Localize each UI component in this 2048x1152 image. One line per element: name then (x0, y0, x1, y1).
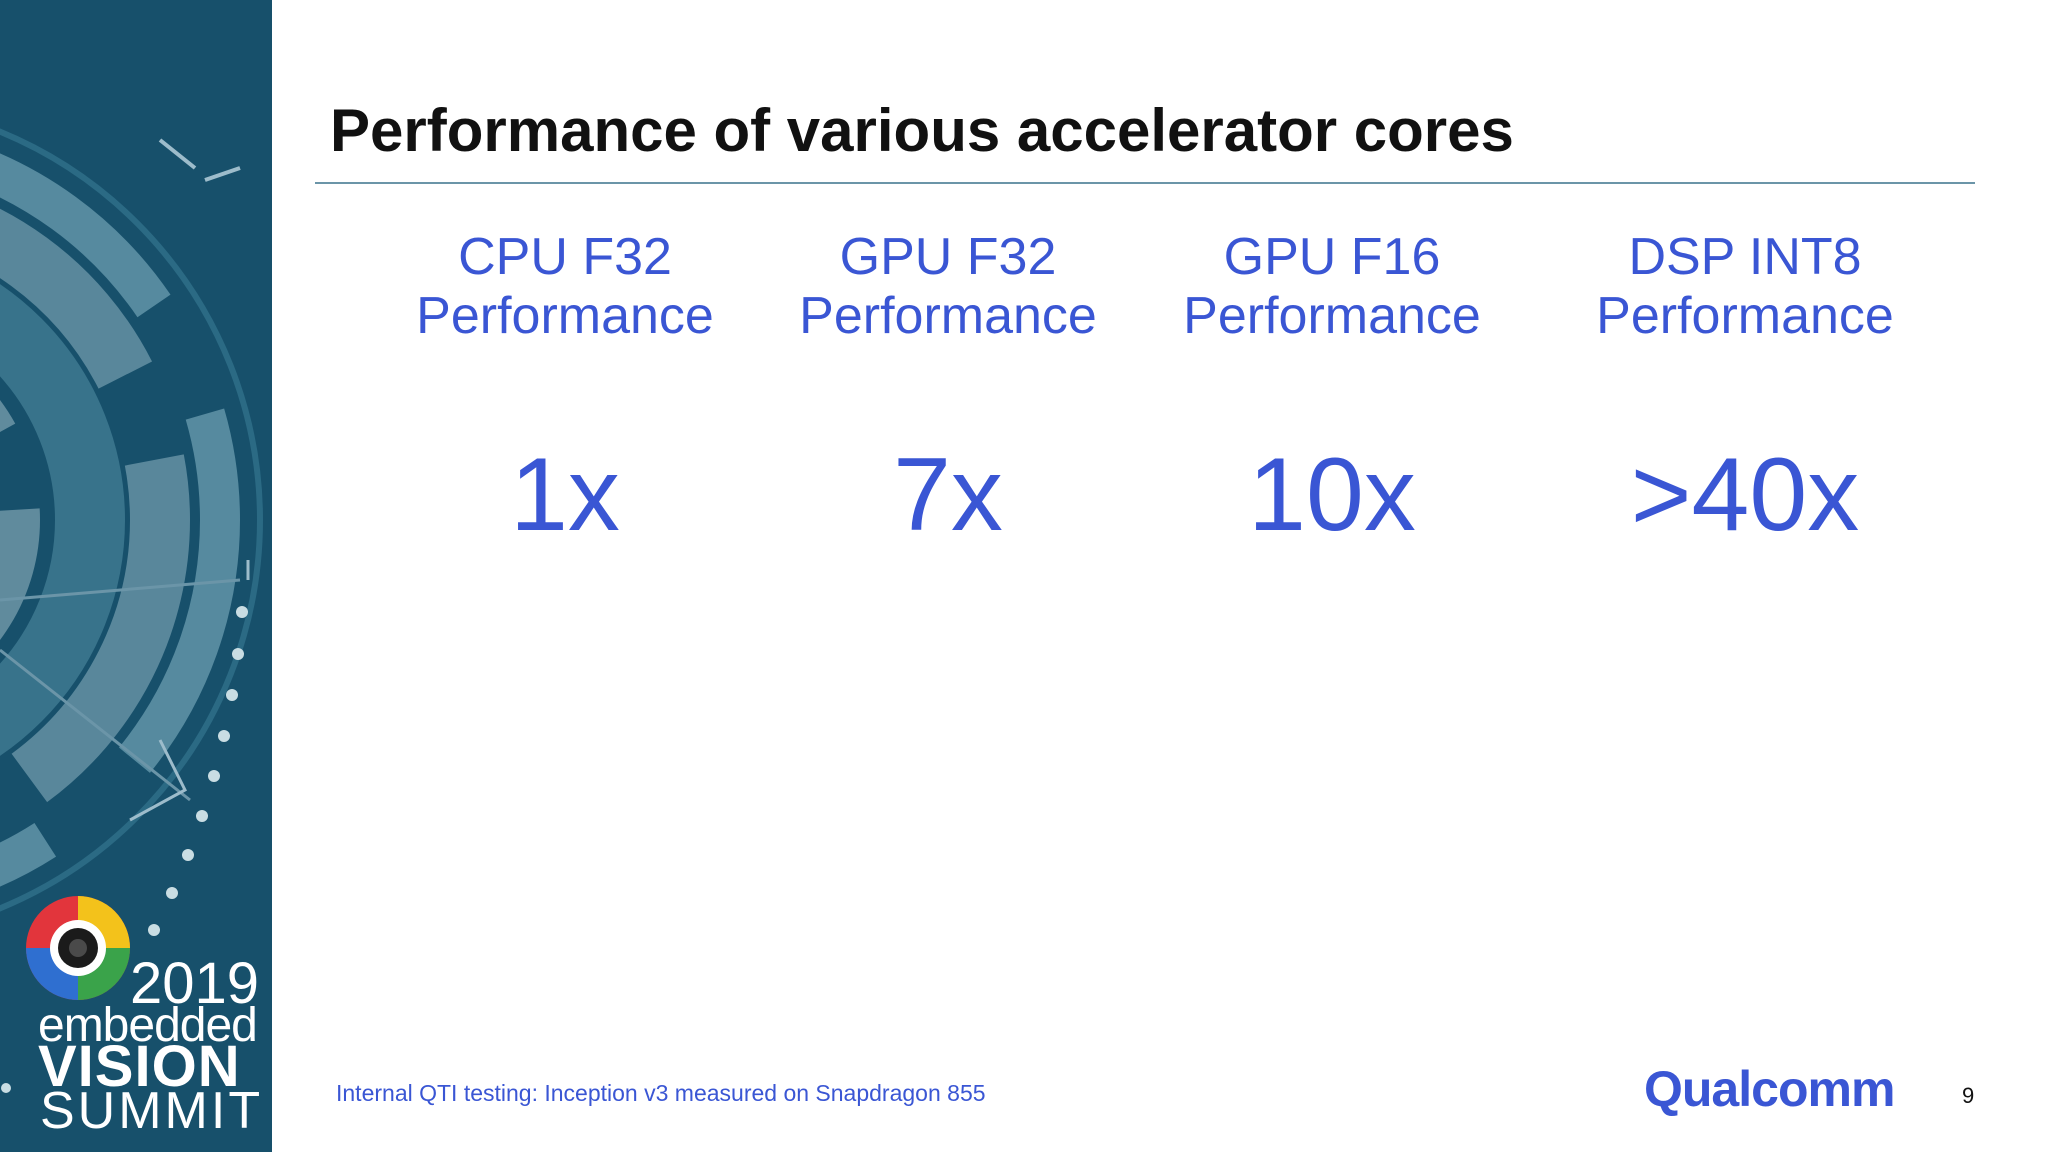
metric-label: DSP INT8 Performance (1535, 228, 1955, 347)
metric-value: >40x (1630, 436, 1860, 553)
metric-value: 10x (1248, 436, 1416, 553)
metric-label-line2: Performance (799, 287, 1097, 346)
slide-title: Performance of various accelerator cores (330, 97, 1514, 164)
metric-column-gpu-f32: GPU F32 Performance 7x (738, 228, 1158, 547)
metric-label-line2: Performance (1183, 287, 1481, 346)
metric-column-cpu-f32: CPU F32 Performance 1x (355, 228, 775, 547)
metric-value: 7x (893, 436, 1003, 553)
page-number: 9 (1962, 1083, 1975, 1108)
brand-word-embedded: embedded (38, 999, 258, 1052)
metric-label-line2: Performance (1596, 287, 1894, 346)
sidebar-banner: 2019 embedded VISION SUMMIT (0, 0, 272, 1152)
camera-aperture-icon (26, 896, 130, 1000)
metric-label: GPU F16 Performance (1122, 228, 1542, 347)
metric-label-line2: Performance (416, 287, 714, 346)
brand-year: 2019 (130, 951, 260, 1016)
decorative-arcs (0, 128, 263, 1093)
metric-label-line1: GPU F32 (839, 228, 1057, 286)
summit-logo: 2019 embedded VISION SUMMIT (10, 880, 270, 1140)
metric-column-dsp-int8: DSP INT8 Performance >40x (1535, 228, 1955, 547)
brand-word-summit: SUMMIT (40, 1082, 264, 1140)
metric-label-line1: CPU F32 (458, 228, 672, 286)
metric-label-line1: DSP INT8 (1628, 228, 1862, 286)
metric-label-line1: GPU F16 (1223, 228, 1441, 286)
metric-label: GPU F32 Performance (738, 228, 1158, 347)
brand-word-vision: VISION (38, 1034, 241, 1099)
metric-label: CPU F32 Performance (355, 228, 775, 347)
company-logo: Qualcomm (1644, 1061, 1895, 1117)
metric-column-gpu-f16: GPU F16 Performance 10x (1122, 228, 1542, 547)
footnote: Internal QTI testing: Inception v3 measu… (336, 1080, 986, 1106)
metric-value: 1x (510, 436, 620, 553)
title-divider (315, 182, 1975, 184)
